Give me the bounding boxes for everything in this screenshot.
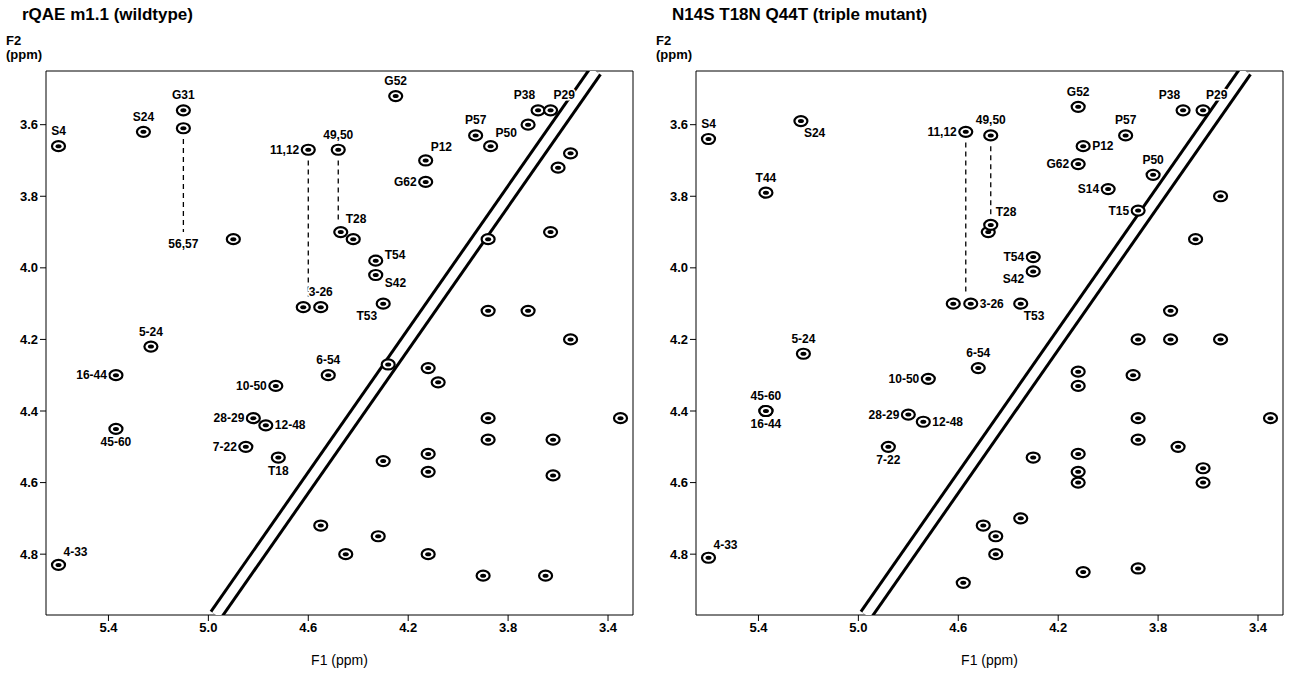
- svg-text:T28: T28: [996, 205, 1017, 219]
- svg-text:P29: P29: [554, 88, 576, 102]
- svg-text:4.6: 4.6: [20, 475, 38, 490]
- svg-text:4.6: 4.6: [949, 620, 967, 635]
- svg-text:4.6: 4.6: [670, 475, 688, 490]
- svg-text:12-48: 12-48: [932, 415, 963, 429]
- svg-text:3.8: 3.8: [670, 189, 688, 204]
- svg-text:3-26: 3-26: [980, 297, 1004, 311]
- svg-text:5.0: 5.0: [849, 620, 867, 635]
- svg-text:16-44: 16-44: [76, 368, 107, 382]
- html-text:F2 (ppm): F2 (ppm): [656, 33, 693, 62]
- svg-text:S24: S24: [133, 110, 155, 124]
- svg-text:P12: P12: [1092, 139, 1114, 153]
- svg-text:P12: P12: [431, 140, 453, 154]
- svg-text:10-50: 10-50: [889, 372, 920, 386]
- svg-text:16-44: 16-44: [751, 417, 782, 431]
- svg-text:G62: G62: [394, 175, 417, 189]
- svg-text:T53: T53: [1024, 309, 1045, 323]
- svg-text:P38: P38: [514, 88, 536, 102]
- html-text:F2 (ppm): F2 (ppm): [6, 33, 43, 62]
- svg-text:T54: T54: [1004, 250, 1025, 264]
- svg-text:3.8: 3.8: [20, 189, 38, 204]
- svg-text:3.8: 3.8: [499, 620, 517, 635]
- svg-text:P38: P38: [1159, 88, 1181, 102]
- svg-text:4.0: 4.0: [670, 260, 688, 275]
- svg-text:4.8: 4.8: [670, 547, 688, 562]
- svg-text:S24: S24: [804, 126, 826, 140]
- svg-text:49,50: 49,50: [323, 128, 353, 142]
- svg-text:S42: S42: [385, 276, 407, 290]
- html-text:N14S T18N Q44T (triple mutant): N14S T18N Q44T (triple mutant): [672, 5, 928, 24]
- svg-text:G31: G31: [172, 88, 195, 102]
- svg-text:4-33: 4-33: [63, 545, 87, 559]
- svg-text:P29: P29: [1206, 88, 1228, 102]
- svg-text:5-24: 5-24: [791, 332, 815, 346]
- svg-text:S4: S4: [51, 124, 66, 138]
- svg-text:11,12: 11,12: [270, 143, 300, 157]
- svg-text:T18: T18: [268, 464, 289, 478]
- svg-text:S42: S42: [1003, 272, 1025, 286]
- svg-text:S4: S4: [701, 117, 716, 131]
- svg-text:7-22: 7-22: [213, 440, 237, 454]
- svg-text:3.8: 3.8: [1149, 620, 1167, 635]
- svg-text:P57: P57: [465, 113, 487, 127]
- svg-text:3.4: 3.4: [599, 620, 618, 635]
- svg-text:4.2: 4.2: [20, 332, 38, 347]
- svg-text:5-24: 5-24: [139, 325, 163, 339]
- svg-text:4.2: 4.2: [399, 620, 417, 635]
- svg-text:7-22: 7-22: [876, 453, 900, 467]
- svg-text:6-54: 6-54: [316, 353, 340, 367]
- svg-text:T44: T44: [756, 171, 777, 185]
- svg-text:4.2: 4.2: [1049, 620, 1067, 635]
- svg-text:3.4: 3.4: [1249, 620, 1268, 635]
- svg-text:F1 (ppm): F1 (ppm): [311, 652, 368, 668]
- svg-text:4.2: 4.2: [670, 332, 688, 347]
- svg-text:G52: G52: [384, 74, 407, 88]
- svg-text:S14: S14: [1078, 182, 1100, 196]
- svg-text:28-29: 28-29: [214, 411, 245, 425]
- svg-text:4.8: 4.8: [20, 547, 38, 562]
- svg-text:G62: G62: [1046, 157, 1069, 171]
- svg-text:11,12: 11,12: [927, 125, 957, 139]
- svg-text:T53: T53: [357, 309, 378, 323]
- svg-text:45-60: 45-60: [101, 435, 132, 449]
- svg-text:5.4: 5.4: [749, 620, 768, 635]
- html-text:rQAE m1.1 (wildtype): rQAE m1.1 (wildtype): [22, 5, 193, 24]
- svg-text:10-50: 10-50: [236, 379, 267, 393]
- svg-text:3-26: 3-26: [309, 285, 333, 299]
- svg-text:G52: G52: [1067, 85, 1090, 99]
- svg-text:5.4: 5.4: [99, 620, 118, 635]
- svg-text:4.0: 4.0: [20, 260, 38, 275]
- svg-text:3.6: 3.6: [20, 117, 38, 132]
- svg-text:P57: P57: [1115, 113, 1137, 127]
- svg-text:6-54: 6-54: [966, 346, 990, 360]
- svg-text:4-33: 4-33: [713, 538, 737, 552]
- svg-text:4.4: 4.4: [20, 404, 39, 419]
- svg-text:3.6: 3.6: [670, 117, 688, 132]
- svg-text:4.4: 4.4: [670, 404, 689, 419]
- svg-text:P50: P50: [1142, 153, 1164, 167]
- svg-text:4.6: 4.6: [299, 620, 317, 635]
- svg-text:T28: T28: [346, 212, 367, 226]
- svg-text:F1 (ppm): F1 (ppm): [961, 652, 1018, 668]
- svg-text:T15: T15: [1108, 204, 1129, 218]
- svg-text:T54: T54: [385, 248, 406, 262]
- svg-text:56,57: 56,57: [168, 237, 198, 251]
- svg-text:5.0: 5.0: [199, 620, 217, 635]
- svg-text:28-29: 28-29: [869, 408, 900, 422]
- svg-text:12-48: 12-48: [275, 418, 306, 432]
- svg-text:49,50: 49,50: [976, 113, 1006, 127]
- svg-text:P50: P50: [496, 126, 518, 140]
- svg-text:45-60: 45-60: [751, 389, 782, 403]
